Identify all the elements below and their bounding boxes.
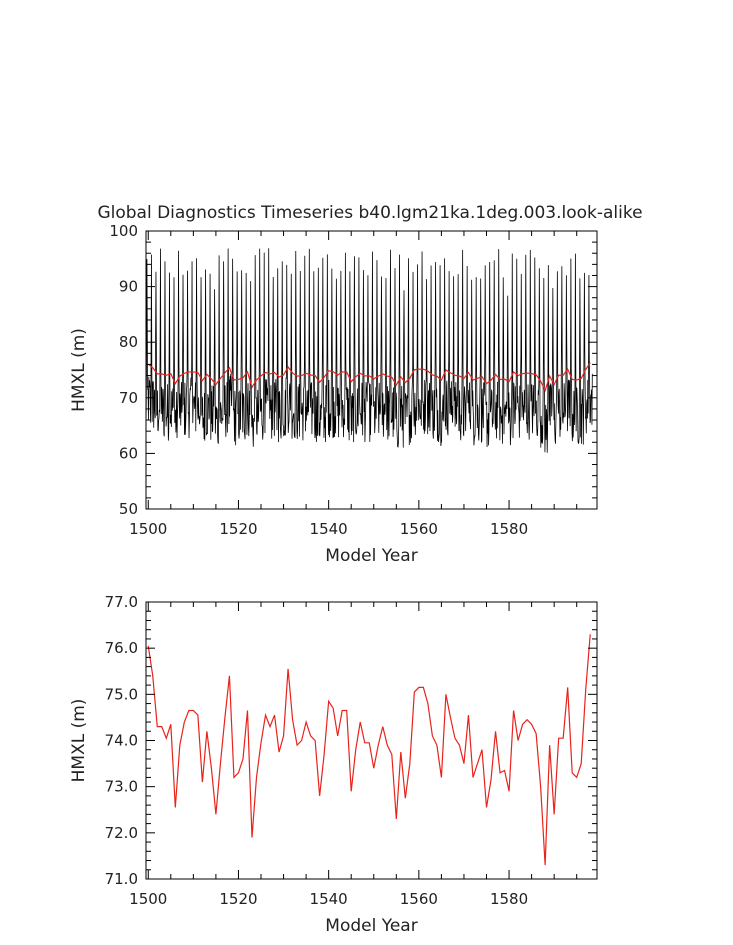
top-y-axis-label: HMXL (m) xyxy=(69,328,89,412)
y-tick-label: 90 xyxy=(119,278,138,296)
monthly-line xyxy=(146,248,593,453)
top-x-axis-label: Model Year xyxy=(325,546,417,566)
bottom-x-axis-label: Model Year xyxy=(325,916,417,936)
x-tick-label: 1540 xyxy=(310,520,348,538)
y-tick-label: 73.0 xyxy=(105,778,138,796)
top-plot-frame xyxy=(145,230,598,510)
bottom-y-axis-label: HMXL (m) xyxy=(69,699,89,783)
bottom-panel: 1500 1520 1540 1560 1580 71.0 72.0 73.0 74.0 75.0… xyxy=(69,593,598,936)
top-ticks: 1500 1520 1540 1560 1580 50 60 70 80 90 100 xyxy=(109,222,597,538)
chart-title: Global Diagnostics Timeseries b40.lgm21k… xyxy=(97,203,642,223)
y-tick-label: 100 xyxy=(109,222,138,240)
y-tick-label: 50 xyxy=(119,500,138,518)
annual-mean-line xyxy=(147,634,591,866)
x-tick-label: 1520 xyxy=(219,890,257,908)
y-tick-label: 71.0 xyxy=(105,870,138,888)
x-tick-label: 1540 xyxy=(310,890,348,908)
y-tick-label: 60 xyxy=(119,444,138,462)
bottom-ticks: 1500 1520 1540 1560 1580 71.0 72.0 73.0 74.0 75.0… xyxy=(105,593,597,908)
bottom-plot-marks xyxy=(147,634,591,866)
x-tick-label: 1560 xyxy=(400,890,438,908)
x-tick-label: 1500 xyxy=(129,520,167,538)
y-tick-label: 70 xyxy=(119,389,138,407)
y-tick-label: 76.0 xyxy=(105,639,138,657)
top-panel: 1500 1520 1540 1560 1580 50 60 70 80 90 100 Model … xyxy=(69,222,598,566)
x-tick-label: 1580 xyxy=(490,890,528,908)
y-tick-label: 80 xyxy=(119,333,138,351)
x-tick-label: 1580 xyxy=(490,520,528,538)
x-tick-label: 1500 xyxy=(129,890,167,908)
bottom-plot-frame xyxy=(145,601,598,880)
x-tick-label: 1560 xyxy=(400,520,438,538)
x-tick-label: 1520 xyxy=(219,520,257,538)
y-tick-label: 77.0 xyxy=(105,593,138,611)
annual-mean-line xyxy=(147,362,591,393)
y-tick-label: 74.0 xyxy=(105,732,138,750)
y-tick-label: 75.0 xyxy=(105,685,138,703)
top-plot-marks xyxy=(146,248,593,453)
y-tick-label: 72.0 xyxy=(105,824,138,842)
